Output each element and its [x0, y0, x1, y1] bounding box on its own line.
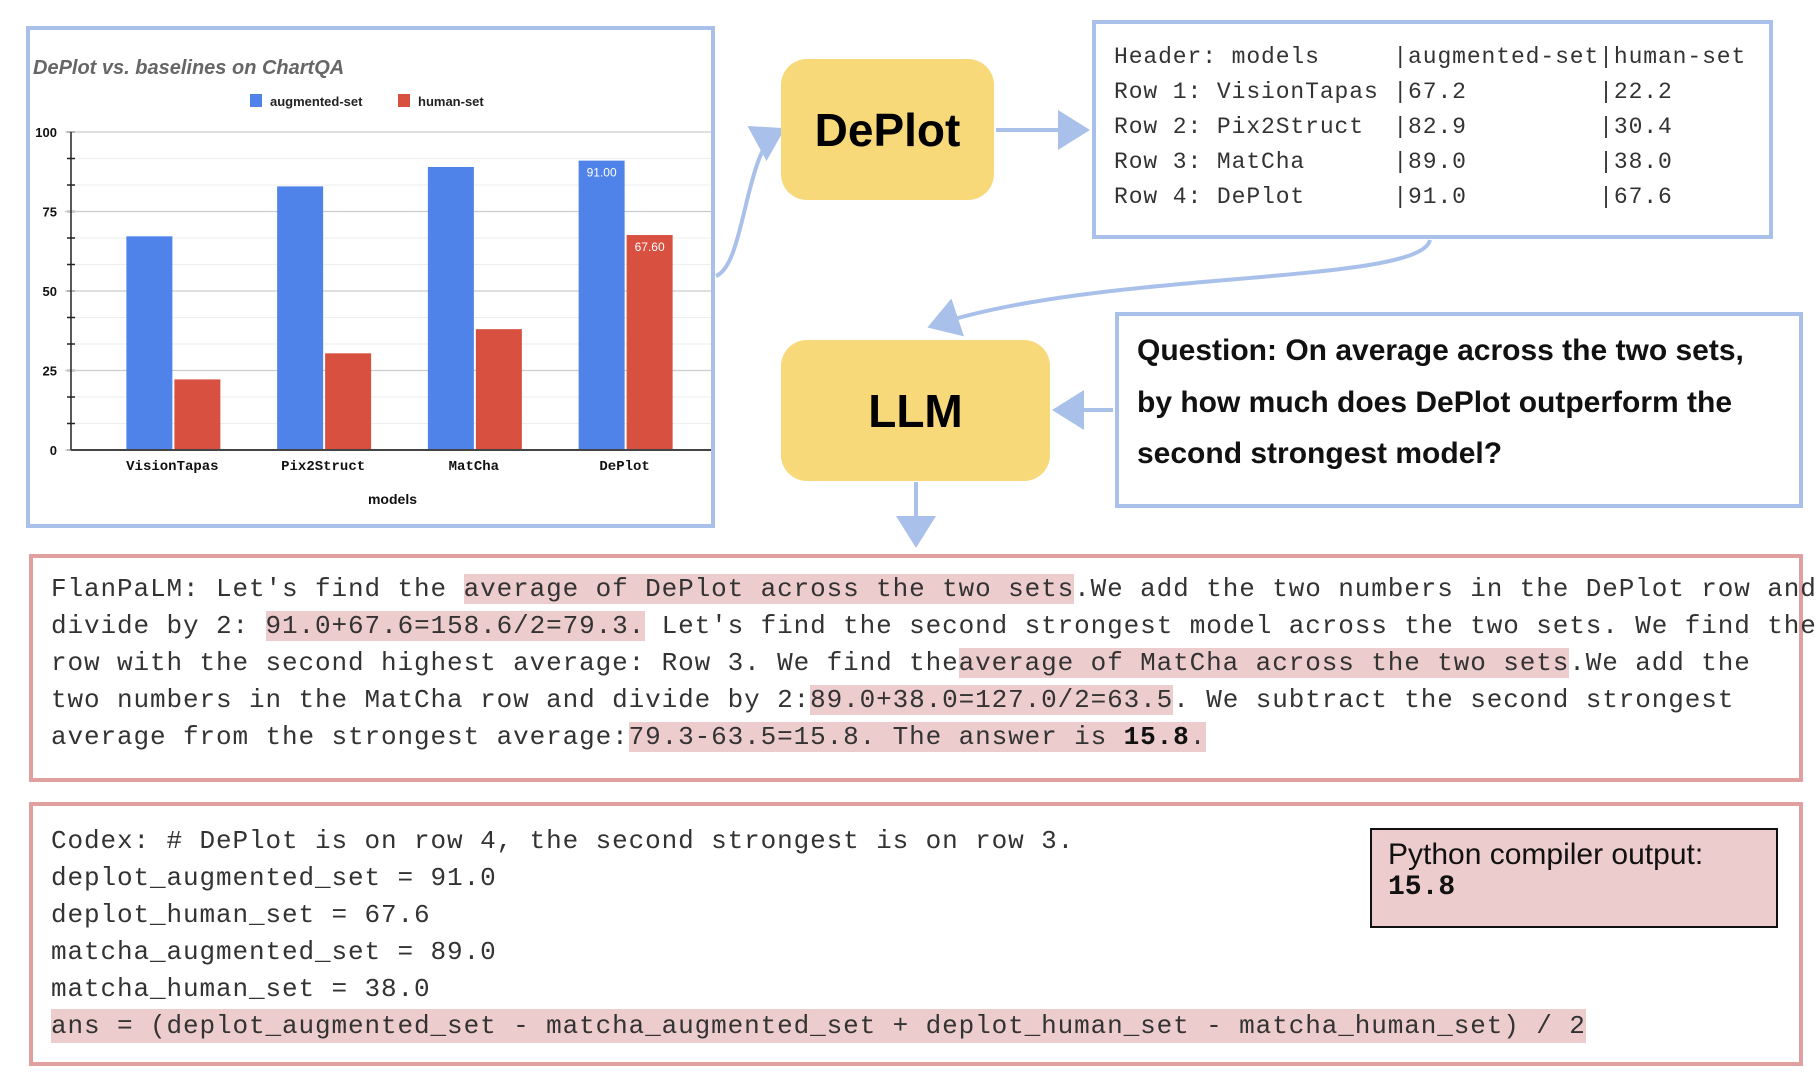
linearized-table: Header: models |augmented-set|human-set … [1092, 20, 1773, 239]
x-tick-label: MatCha [449, 459, 500, 475]
codex-output: Codex: # DePlot is on row 4, the second … [29, 802, 1803, 1066]
python-output-box: Python compiler output: 15.8 [1370, 828, 1778, 928]
table-line: Row 4: DePlot |91.0 |67.6 [1114, 184, 1673, 210]
legend-swatch [250, 94, 262, 107]
bar [475, 329, 522, 450]
bar-chart: DePlot vs. baselines on ChartQA augmented… [33, 57, 711, 507]
text-segment: FlanPaLM: Let's find the [51, 574, 464, 604]
text-segment: . We subtract the second strongest [1173, 685, 1735, 715]
bar [626, 235, 673, 450]
deplot-node-label: DePlot [814, 103, 961, 156]
text-segment: row with the second highest average: Row… [51, 648, 959, 678]
text-segment: two numbers in the MatCha row and divide… [51, 685, 811, 715]
llm-node: LLM [781, 340, 1050, 481]
question-line: Question: On average across the two sets… [1137, 334, 1744, 367]
flanpalm-line: divide by 2: 91.0+67.6=158.6/2=79.3. Let… [51, 609, 1816, 643]
flanpalm-line: average from the strongest average:79.3-… [51, 720, 1207, 754]
deplot-node: DePlot [781, 59, 994, 200]
text-segment: .We add the two numbers in the DePlot ro… [1074, 574, 1816, 604]
text-segment: .We add the [1569, 648, 1751, 678]
x-tick-label: Pix2Struct [281, 459, 365, 475]
x-tick-label: VisionTapas [126, 459, 218, 475]
table-line: Header: models |augmented-set|human-set [1114, 44, 1747, 70]
bar [427, 166, 474, 451]
highlighted-segment: . [1189, 722, 1207, 752]
y-tick-label: 25 [43, 364, 57, 379]
highlighted-segment: average of DePlot across the two sets [463, 574, 1075, 604]
highlighted-segment: 79.3-63.5=15.8. The answer is [628, 722, 1124, 752]
question-line: by how much does DePlot outperform the [1137, 386, 1733, 419]
y-tick-label: 0 [50, 443, 57, 458]
text-segment: Let's find the second strongest model ac… [645, 611, 1816, 641]
table-line: Row 1: VisionTapas |67.2 |22.2 [1114, 79, 1673, 105]
table-line: Row 2: Pix2Struct |82.9 |30.4 [1114, 114, 1673, 140]
code-line: Codex: # DePlot is on row 4, the second … [51, 826, 1075, 856]
code-line: deplot_human_set = 67.6 [51, 900, 431, 930]
legend-label: human-set [418, 94, 484, 109]
x-axis-label: models [368, 491, 417, 507]
question-panel: Question: On average across the two sets… [1115, 312, 1803, 508]
highlighted-segment: average of MatCha across the two sets [958, 648, 1570, 678]
data-label: 91.00 [587, 166, 617, 180]
text-segment: divide by 2: [51, 611, 266, 641]
legend-swatch [398, 94, 410, 107]
flanpalm-line: two numbers in the MatCha row and divide… [51, 683, 1734, 717]
chart-title: DePlot vs. baselines on ChartQA [33, 57, 344, 79]
question-line: second strongest model? [1137, 437, 1503, 470]
highlighted-segment: 15.8 [1123, 722, 1190, 752]
highlighted-segment: 89.0+38.0=127.0/2=63.5 [810, 685, 1174, 715]
bar [325, 353, 372, 450]
y-tick-label: 75 [43, 205, 57, 220]
code-line: matcha_augmented_set = 89.0 [51, 937, 497, 967]
code-line: deplot_augmented_set = 91.0 [51, 863, 497, 893]
python-output-value: 15.8 [1388, 872, 1456, 903]
code-line-highlighted: ans = (deplot_augmented_set - matcha_aug… [51, 1009, 1586, 1043]
y-tick-label: 100 [35, 125, 57, 140]
python-output-label: Python compiler output: [1388, 838, 1704, 871]
code-line: matcha_human_set = 38.0 [51, 974, 431, 1004]
data-label: 67.60 [635, 240, 665, 254]
bar [174, 379, 221, 450]
flanpalm-line: FlanPaLM: Let's find the average of DePl… [51, 572, 1816, 606]
llm-node-label: LLM [868, 384, 963, 437]
highlighted-segment: 91.0+67.6=158.6/2=79.3. [265, 611, 646, 641]
chart-panel: DePlot vs. baselines on ChartQA augmented… [26, 26, 715, 528]
legend-label: augmented-set [270, 94, 363, 109]
table-line: Row 3: MatCha |89.0 |38.0 [1114, 149, 1673, 175]
y-tick-label: 50 [43, 284, 57, 299]
bar [277, 186, 324, 451]
text-segment: average from the strongest average: [51, 722, 629, 752]
arrow-chart-to-deplot [714, 126, 786, 278]
flanpalm-line: row with the second highest average: Row… [51, 646, 1751, 680]
bar [126, 236, 173, 450]
flanpalm-output: FlanPaLM: Let's find the average of DePl… [29, 554, 1816, 782]
x-tick-label: DePlot [599, 459, 649, 475]
bar [578, 160, 625, 450]
